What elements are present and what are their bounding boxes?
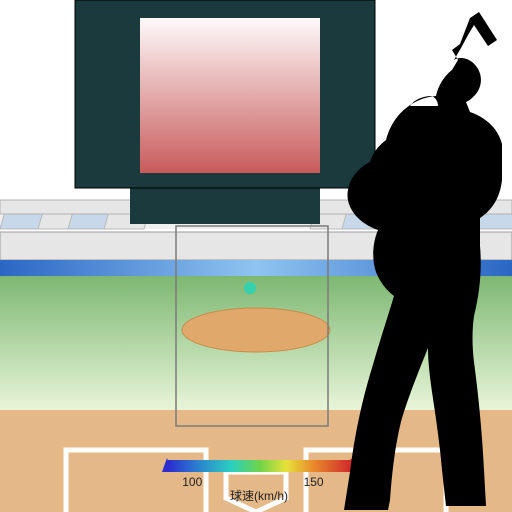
legend-tick: 150 (304, 475, 324, 489)
legend-tick: 100 (182, 475, 202, 489)
pitch-location-scene: 100 150 球速(km/h) (0, 0, 512, 512)
scoreboard-foot (130, 188, 320, 224)
pitch-marker[interactable] (244, 282, 256, 294)
legend-label: 球速(km/h) (230, 489, 288, 503)
speed-legend-bar (168, 460, 350, 472)
pitchers-mound (182, 308, 330, 352)
scoreboard-screen (140, 18, 320, 173)
